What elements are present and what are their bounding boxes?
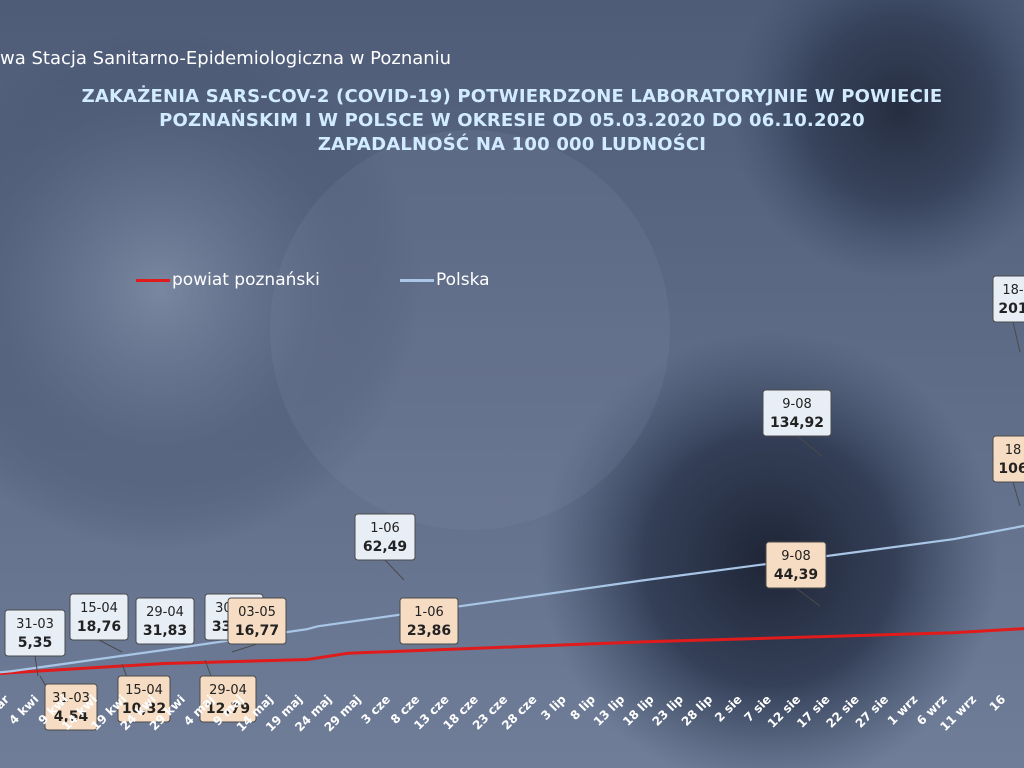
data-label-value: 12,79 xyxy=(206,701,250,717)
legend-label-polska: Polska xyxy=(436,270,490,290)
data-label-value: 106 xyxy=(998,461,1024,477)
chart-title-line-1: ZAKAŻENIA SARS-COV-2 (COVID-19) POTWIERD… xyxy=(81,86,943,107)
x-tick-label: 1 wrz xyxy=(885,692,921,728)
data-label-value: 16,77 xyxy=(235,623,279,639)
data-label-date: 29-04 xyxy=(209,683,247,698)
data-label-date: 29-04 xyxy=(146,605,184,620)
data-label-value: 44,39 xyxy=(774,567,818,583)
data-label-date: 31-03 xyxy=(52,691,90,706)
source-label: wa Stacja Sanitarno-Epidemiologiczna w P… xyxy=(0,48,452,69)
data-label-polska: 1-06 62,49 xyxy=(354,513,416,581)
data-label-date: 9-08 xyxy=(782,397,812,412)
data-label-value: 18,76 xyxy=(77,619,121,635)
data-label-date: 03-05 xyxy=(238,605,276,620)
data-label-polska: 18-201 xyxy=(992,275,1024,353)
data-label-powiat: 15-04 10,32 xyxy=(117,663,171,723)
data-label-polska: 31-03 5,35 xyxy=(4,609,66,677)
data-label-date: 9-08 xyxy=(781,549,811,564)
data-label-date: 1-06 xyxy=(370,521,400,536)
data-label-powiat: 1-06 23,86 xyxy=(399,597,459,645)
data-label-polska: 29-04 31,83 xyxy=(135,597,196,645)
x-tick-label: 3 cze xyxy=(359,692,393,726)
data-label-powiat: 9-08 44,39 xyxy=(765,541,827,607)
x-tick-label: 28 lip xyxy=(679,692,716,729)
legend-label-powiat: powiat poznański xyxy=(172,270,320,290)
legend-item-polska: Polska xyxy=(400,270,490,290)
data-label-value: 23,86 xyxy=(407,623,451,639)
x-tick-label: 16 xyxy=(987,692,1009,714)
data-label-date: 18 xyxy=(1005,443,1022,458)
data-label-powiat: 03-05 16,77 xyxy=(227,597,287,653)
legend-swatch-polska xyxy=(400,278,434,282)
x-tick-label: 2 sie xyxy=(712,692,744,724)
data-label-value: 134,92 xyxy=(770,415,824,431)
x-tick-label: 13 lip xyxy=(591,692,628,729)
x-tick-label: 4 kwi xyxy=(6,692,41,727)
legend-item-powiat: powiat poznański xyxy=(136,270,320,290)
legend-swatch-powiat xyxy=(136,278,170,282)
chart-subtitle: ZAPADALNOŚĆ NA 100 000 LUDNOŚCI xyxy=(317,134,707,155)
data-label-date: 15-04 xyxy=(125,683,163,698)
data-label-value: 5,35 xyxy=(18,635,53,651)
data-label-value: 31,83 xyxy=(143,623,187,639)
x-tick-label: 23 lip xyxy=(649,692,686,729)
data-label-date: 31-03 xyxy=(16,617,54,632)
data-label-value: 201 xyxy=(998,301,1024,317)
x-tick-label: 18 lip xyxy=(620,692,657,729)
data-label-value: 10,32 xyxy=(122,701,166,717)
data-label-polska: 9-08 134,92 xyxy=(762,389,832,457)
data-label-value: 62,49 xyxy=(363,539,407,555)
data-label-date: 15-04 xyxy=(80,601,118,616)
series-line-polska xyxy=(0,524,1024,674)
data-label-powiat: 29-04 12,79 xyxy=(199,659,257,723)
data-label-polska: 15-04 18,76 xyxy=(69,593,129,653)
x-tick-label: 27 sie xyxy=(853,692,891,730)
data-label-date: 18- xyxy=(1002,283,1024,298)
data-label-date: 1-06 xyxy=(414,605,444,620)
data-label-value: 4,54 xyxy=(54,709,89,725)
data-label-powiat: 31-03 4,54 xyxy=(39,675,98,731)
series-line-powiat xyxy=(0,627,1024,676)
x-tick-label: 3 lip xyxy=(538,692,569,723)
chart-title-line-2: POZNAŃSKIM I W POLSCE W OKRESIE OD 05.03… xyxy=(159,110,865,131)
